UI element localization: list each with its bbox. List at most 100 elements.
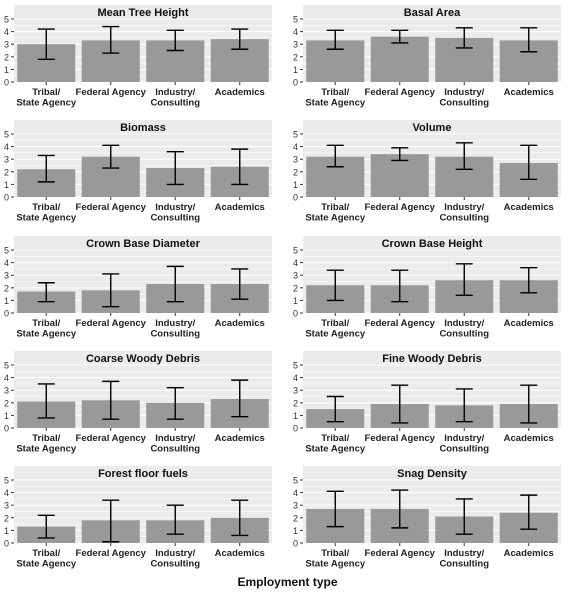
panel-title: Volume [413,122,452,134]
y-tick-label: 0 [4,78,9,88]
error-bar [520,27,538,53]
error-bar [166,265,184,303]
y-tick-label: 5 [4,246,9,256]
y-tick-label: 0 [293,78,298,88]
x-tick-label: Academics [215,202,265,213]
facet-panel: 0 1 2 3 4 5 Coarse Woody Debris Tribal/State Ag… [4,351,272,455]
y-tick-label: 0 [4,424,9,434]
error-bar [231,379,249,418]
y-tick-label: 1 [293,180,298,190]
x-tick-label: State Agency [305,559,366,570]
y-tick-label: 3 [4,40,9,50]
x-tick-label: State Agency [16,559,77,570]
y-tick-label: 2 [293,52,298,62]
x-tick-label: Academics [215,548,265,559]
x-tick-label: Consulting [150,98,200,109]
y-tick-label: 1 [4,180,9,190]
x-tick-label: State Agency [305,98,366,109]
x-tick-label: Tribal/ [321,87,349,98]
x-tick-label: State Agency [16,444,77,455]
error-bar [231,268,249,300]
error-bar [231,28,249,50]
x-tick-label: Industry/ [155,318,195,329]
error-bar [231,499,249,537]
x-tick-label: State Agency [16,98,77,109]
x-tick-label: Academics [504,433,554,444]
error-bar [102,380,120,420]
y-tick-label: 4 [293,488,298,498]
y-tick-label: 2 [293,167,298,177]
error-bar [326,269,344,302]
x-tick-label: Industry/ [155,202,195,213]
y-tick-label: 2 [4,167,9,177]
error-bar [166,504,184,535]
y-tick-label: 0 [4,193,9,203]
y-tick-label: 5 [4,476,9,486]
y-tick-label: 3 [4,271,9,281]
error-bar [102,499,120,543]
panel-title: Crown Base Height [382,238,483,250]
y-tick-label: 5 [293,361,298,371]
x-tick-label: Industry/ [155,548,195,559]
y-tick-label: 5 [293,246,298,256]
x-tick-label: Federal Agency [365,318,436,329]
error-bar [102,25,120,54]
panel-title: Mean Tree Height [97,7,188,19]
y-tick-label: 5 [293,476,298,486]
y-tick-label: 4 [4,488,9,498]
y-tick-label: 3 [293,155,298,165]
x-tick-label: Consulting [150,559,200,570]
y-tick-label: 3 [4,386,9,396]
y-tick-label: 3 [4,155,9,165]
error-bar [391,269,409,303]
y-tick-label: 4 [293,258,298,268]
y-tick-label: 5 [4,361,9,371]
x-tick-label: Federal Agency [365,548,436,559]
y-tick-label: 2 [293,283,298,293]
panel-title: Snag Density [397,468,468,480]
x-tick-label: State Agency [16,329,77,340]
error-bar [37,514,55,539]
x-tick-label: Academics [215,433,265,444]
error-bar [37,282,55,303]
error-bar [37,28,55,61]
y-tick-label: 1 [293,411,298,421]
error-bar [37,154,55,183]
error-bar [520,384,538,424]
error-bar [455,142,473,170]
x-tick-label: Consulting [439,559,489,570]
facet-panel: 0 1 2 3 4 5 Fine Woody Debris Tribal/State Agen… [293,351,561,455]
x-tick-label: Tribal/ [321,318,349,329]
error-bar [520,494,538,530]
x-tick-label: Consulting [150,444,200,455]
y-tick-label: 4 [4,373,9,383]
x-tick-label: Consulting [439,98,489,109]
panel-title: Forest floor fuels [98,468,188,480]
error-bar [166,29,184,52]
x-tick-label: Tribal/ [32,433,60,444]
error-bar [326,395,344,423]
error-bar [166,150,184,186]
x-tick-label: Academics [215,318,265,329]
bar [370,154,429,197]
error-bar [520,144,538,181]
x-tick-label: Tribal/ [321,548,349,559]
y-tick-label: 1 [293,296,298,306]
y-tick-label: 4 [4,27,9,37]
facet-panel: 0 1 2 3 4 5 Snag Density Tribal/State AgencyFed… [293,466,561,570]
y-tick-label: 5 [293,15,298,25]
y-tick-label: 4 [4,142,9,152]
x-tick-label: Consulting [439,444,489,455]
error-bar [520,266,538,294]
bar [370,36,429,82]
y-tick-label: 5 [4,15,9,25]
error-bar [231,148,249,186]
error-bar [455,27,473,49]
y-tick-label: 2 [4,283,9,293]
y-tick-label: 3 [4,501,9,511]
x-tick-label: Industry/ [444,433,484,444]
error-bar [391,489,409,529]
y-tick-label: 1 [4,65,9,75]
